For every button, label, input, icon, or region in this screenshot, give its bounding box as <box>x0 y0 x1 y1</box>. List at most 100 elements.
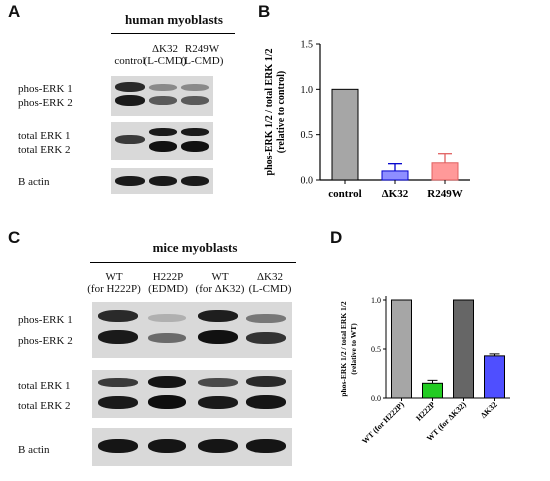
lane-label-line1: WT <box>105 271 123 283</box>
panel-c-total-erk2-label: total ERK 2 <box>18 400 71 412</box>
band <box>148 395 186 409</box>
bar-2 <box>431 162 459 181</box>
y-tick-label-1: 0.5 <box>371 345 381 354</box>
band <box>181 96 209 105</box>
panel-a-group-title: human myoblasts <box>125 12 223 27</box>
x-tick-label-2: R249W <box>427 188 462 200</box>
panel-a-blot-phos-erk <box>111 76 213 116</box>
panel-c-lane-3-label: WT (for ΔK32) <box>190 271 250 295</box>
panel-a-lane-1-label: control <box>108 43 152 67</box>
band <box>148 333 186 343</box>
band <box>149 84 177 91</box>
bar-3 <box>484 355 505 399</box>
x-tick-label-3: ΔK32 <box>479 400 499 420</box>
x-tick-label-1: H222P <box>414 400 437 423</box>
panel-a-phos-erk1-label: phos-ERK 1 <box>18 83 73 95</box>
band <box>198 396 238 409</box>
band <box>98 396 138 409</box>
panel-c-lane-1-label: WT (for H222P) <box>84 271 144 295</box>
panel-a-blot-total-erk <box>111 122 213 160</box>
band <box>115 135 145 144</box>
band <box>149 176 177 186</box>
panel-c-blot-bactin <box>92 428 292 466</box>
band <box>98 439 138 453</box>
panel-a-title-underline <box>111 33 235 34</box>
y-tick-label-2: 1.0 <box>301 85 314 96</box>
panel-b-chart: 0.0 0.5 1.0 1.5 control ΔK32 R249W phos-ERK 1/2… <box>264 40 470 200</box>
x-tick-label-0: control <box>328 188 361 200</box>
panel-c-phos-erk2-label: phos-ERK 2 <box>18 335 73 347</box>
panel-c-bactin-label: B actin <box>18 444 50 456</box>
panel-a-letter: A <box>8 2 21 21</box>
bar-0 <box>331 88 359 181</box>
lane-label-line1: R249W <box>184 43 220 55</box>
lane-label-line1: WT <box>211 271 229 283</box>
band <box>246 439 286 453</box>
panel-a-lane-2-label: ΔK32 (L-CMD) <box>143 43 187 67</box>
band <box>198 330 238 344</box>
bar-0 <box>391 299 412 399</box>
lane-label-line1: ΔK32 <box>151 43 179 55</box>
band <box>115 176 145 186</box>
panel-c-blot-phos-erk <box>92 302 292 358</box>
panel-a-lane-3-label: R249W (L-CMD) <box>180 43 224 67</box>
bar-2 <box>453 299 474 399</box>
x-tick-label-0: WT (for H222P) <box>360 400 406 446</box>
panel-a-phos-erk2-label: phos-ERK 2 <box>18 97 73 109</box>
panel-a-total-erk2-label: total ERK 2 <box>18 144 71 156</box>
y-axis-label: phos-ERK 1/2 / total ERK 1/2 (relative to… <box>339 301 358 396</box>
band <box>246 332 286 344</box>
panel-c-group-title: mice myoblasts <box>152 240 238 255</box>
band <box>148 376 186 388</box>
band <box>149 128 177 136</box>
panel-a-blot-bactin <box>111 168 213 194</box>
band <box>98 378 138 387</box>
lane-label-line1: H222P <box>152 271 184 283</box>
panel-a-bactin-label: B actin <box>18 176 50 188</box>
y-label-line1: phos-ERK 1/2 / total ERK 1/2 <box>264 49 275 176</box>
band <box>246 376 286 387</box>
band <box>149 141 177 152</box>
lane-label-line2: control <box>114 55 146 67</box>
panel-c-total-erk1-label: total ERK 1 <box>18 380 71 392</box>
panel-c-blot-total-erk <box>92 370 292 418</box>
x-tick-label-group-3: ΔK32 <box>479 400 499 420</box>
y-label-line2: (relative to control) <box>276 71 287 153</box>
bar-1 <box>381 170 409 181</box>
panel-c-phos-erk1-label: phos-ERK 1 <box>18 314 73 326</box>
bar-1 <box>422 382 443 399</box>
band <box>198 310 238 322</box>
y-tick-label-2: 1.0 <box>371 296 381 305</box>
band <box>148 439 186 453</box>
x-tick-label-group-1: H222P <box>414 400 437 423</box>
lane-label-line2: (EDMD) <box>148 283 188 295</box>
band <box>181 176 209 186</box>
y-tick-label-0: 0.0 <box>301 176 314 187</box>
y-label-line2: (relative to WT) <box>349 323 358 375</box>
band <box>115 82 145 92</box>
y-axis-label: phos-ERK 1/2 / total ERK 1/2 (relative to… <box>264 49 287 176</box>
panel-d-letter: D <box>330 228 343 247</box>
lane-label-line1: ΔK32 <box>256 271 284 283</box>
y-tick-label-3: 1.5 <box>301 40 314 51</box>
band <box>181 84 209 91</box>
panel-b-letter: B <box>258 2 271 21</box>
band <box>149 96 177 105</box>
lane-label-line2: (L-CMD) <box>180 55 224 67</box>
lane-label-line2: (L-CMD) <box>143 55 187 67</box>
band <box>198 439 238 453</box>
lane-label-line2: (for H222P) <box>87 283 141 295</box>
lane-label-line2: (L-CMD) <box>248 283 292 295</box>
x-tick-label-1: ΔK32 <box>382 188 409 200</box>
y-tick-label-1: 0.5 <box>301 130 314 141</box>
band <box>198 378 238 387</box>
band <box>246 314 286 323</box>
panel-c-lane-2-label: H222P (EDMD) <box>138 271 198 295</box>
panel-c-lane-4-label: ΔK32 (L-CMD) <box>240 271 300 295</box>
band <box>115 95 145 106</box>
band <box>98 310 138 322</box>
band <box>181 141 209 152</box>
band <box>148 314 186 322</box>
panel-a-total-erk1-label: total ERK 1 <box>18 130 71 142</box>
